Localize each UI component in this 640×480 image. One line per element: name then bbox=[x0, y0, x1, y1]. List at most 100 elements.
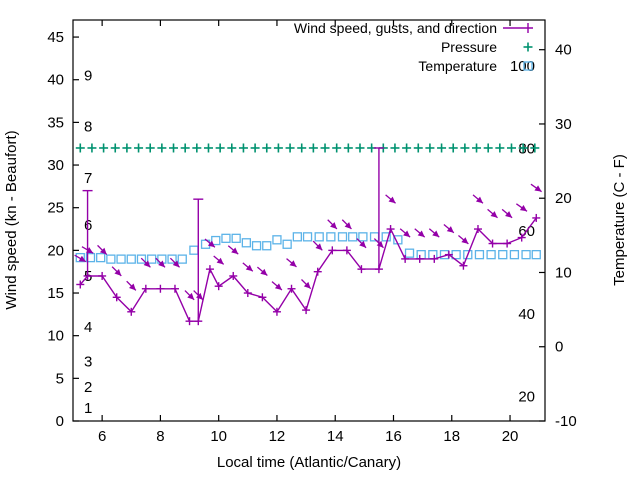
wind-speed-marker bbox=[302, 306, 311, 315]
temperature-marker bbox=[251, 241, 262, 251]
wind-direction-arrow bbox=[443, 223, 455, 234]
temperature-marker bbox=[241, 238, 252, 248]
pressure-marker bbox=[180, 143, 190, 153]
temperature-marker bbox=[106, 254, 116, 264]
beaufort-label: 7 bbox=[84, 170, 92, 187]
temperature-marker bbox=[177, 254, 187, 264]
wind-direction-arrow bbox=[81, 246, 94, 254]
pressure-marker bbox=[483, 143, 493, 153]
plot-border bbox=[72, 19, 546, 422]
wind-speed-marker bbox=[258, 293, 267, 302]
pressure-marker bbox=[215, 143, 225, 153]
wind-speed-marker bbox=[185, 317, 194, 326]
x-tick-label: 10 bbox=[210, 428, 227, 445]
wind-direction-arrow bbox=[256, 266, 268, 276]
y-tick-label: 10 bbox=[47, 328, 64, 345]
temperature-marker bbox=[96, 252, 106, 263]
wind-direction-arrow bbox=[286, 258, 297, 268]
x-tick-label: 20 bbox=[502, 428, 519, 445]
pressure-marker bbox=[134, 143, 144, 153]
wind-speed-marker bbox=[357, 265, 366, 274]
y2-axis-ticks: -10 0 10 20 30 40 bbox=[539, 42, 577, 430]
beaufort-label: 1 bbox=[84, 400, 92, 417]
pressure-marker bbox=[157, 143, 167, 153]
y2-tick-label: 20 bbox=[555, 190, 572, 207]
wind-speed-marker bbox=[401, 254, 410, 263]
pressure-marker bbox=[285, 143, 295, 153]
temperature-marker bbox=[126, 254, 136, 264]
legend-sample-pressure bbox=[523, 42, 533, 52]
pressure-marker bbox=[122, 143, 132, 153]
temperature-marker bbox=[272, 235, 282, 245]
wind-speed-marker bbox=[488, 239, 497, 248]
temperature-marker bbox=[381, 232, 391, 242]
pressure-marker bbox=[99, 143, 109, 153]
wind-direction-arrow bbox=[472, 194, 484, 204]
series-pressure bbox=[75, 143, 540, 153]
pressure-marker bbox=[145, 143, 155, 153]
y-tick-label: 20 bbox=[47, 242, 64, 259]
wind-speed-marker bbox=[386, 225, 395, 234]
beaufort-label: 9 bbox=[84, 67, 92, 84]
pressure-marker bbox=[192, 143, 202, 153]
x-tick-label: 8 bbox=[156, 428, 164, 445]
temperature-marker bbox=[282, 239, 292, 249]
wind-direction-arrow bbox=[126, 280, 137, 291]
wind-speed-marker bbox=[287, 284, 296, 293]
wind-speed-marker bbox=[532, 213, 541, 222]
wind-direction-arrow bbox=[399, 228, 411, 238]
x-axis-ticks: 6 8 10 12 14 16 18 20 bbox=[98, 20, 518, 445]
pressure-marker bbox=[460, 143, 470, 153]
pressure-marker bbox=[355, 143, 365, 153]
y2-tick-label: 0 bbox=[555, 339, 563, 356]
temperature-marker bbox=[147, 254, 157, 264]
wind-direction-arrow bbox=[242, 262, 254, 272]
wind-speed-marker bbox=[214, 282, 223, 291]
legend-sample-temperature bbox=[523, 61, 533, 71]
x-tick-label: 18 bbox=[443, 428, 460, 445]
gust-error-bar bbox=[82, 189, 93, 276]
wind-direction-arrow bbox=[356, 238, 367, 249]
legend-label: Pressure bbox=[441, 39, 497, 55]
fahrenheit-label: 100 bbox=[510, 58, 535, 75]
legend-label: Wind speed, gusts, and direction bbox=[294, 20, 497, 36]
wind-speed-marker bbox=[459, 261, 468, 270]
wind-speed-marker bbox=[342, 246, 351, 255]
wind-direction-arrow bbox=[501, 208, 513, 219]
pressure-marker bbox=[343, 143, 353, 153]
beaufort-label: 3 bbox=[84, 353, 92, 370]
wind-direction-arrow bbox=[227, 245, 239, 255]
fahrenheit-label: 80 bbox=[518, 140, 535, 157]
wind-speed-marker bbox=[473, 225, 482, 234]
pressure-marker bbox=[448, 143, 458, 153]
temperature-marker bbox=[404, 248, 415, 258]
pressure-marker bbox=[273, 143, 283, 153]
y2-axis-title: Temperature (C - F) bbox=[611, 154, 628, 286]
wind-direction-arrow bbox=[312, 240, 323, 251]
temperature-marker bbox=[167, 254, 177, 264]
temperature-marker bbox=[509, 250, 520, 260]
wind-direction-arrow bbox=[385, 194, 396, 204]
temperature-marker bbox=[231, 233, 241, 243]
y2-tick-label: 40 bbox=[555, 42, 572, 59]
temperature-marker bbox=[211, 235, 221, 246]
pressure-marker bbox=[506, 143, 516, 153]
pressure-marker bbox=[110, 143, 120, 153]
wind-speed-marker bbox=[313, 267, 322, 276]
wind-speed-marker bbox=[517, 233, 526, 242]
wind-speed-marker bbox=[503, 239, 512, 248]
y-tick-label: 35 bbox=[47, 114, 64, 131]
temperature-marker bbox=[116, 254, 126, 264]
wind-speed-marker bbox=[127, 307, 136, 316]
temperature-marker bbox=[326, 232, 336, 242]
wind-direction-arrow bbox=[111, 266, 122, 277]
pressure-marker bbox=[169, 143, 179, 153]
y-tick-label: 25 bbox=[47, 200, 64, 217]
pressure-marker bbox=[402, 143, 412, 153]
temperature-marker bbox=[474, 250, 485, 260]
legend-label: Temperature bbox=[418, 58, 497, 74]
pressure-marker bbox=[390, 143, 400, 153]
pressure-marker bbox=[308, 143, 318, 153]
